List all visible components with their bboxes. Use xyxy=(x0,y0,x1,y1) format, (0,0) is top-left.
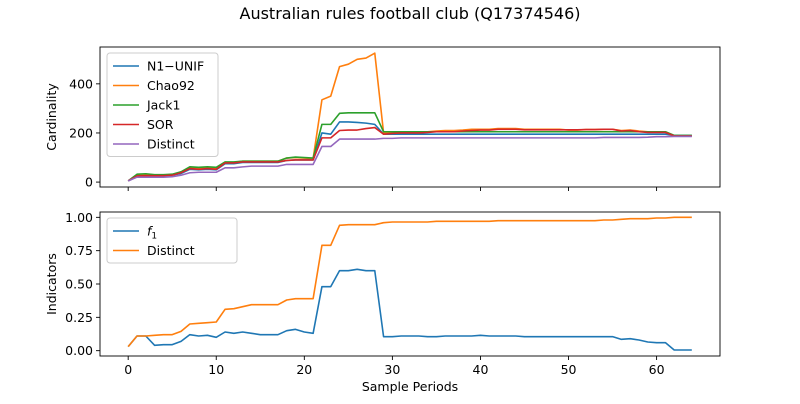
series-line-0 xyxy=(127,268,692,351)
indicators-subplot: 0 10 20 30 40 50 60 0.00 0.25 0.50 0.75 1.00 Indicat… xyxy=(44,210,721,394)
legend-label: Jack1 xyxy=(146,98,180,113)
y-tick-label: 0.50 xyxy=(65,277,93,292)
series-line-3 xyxy=(127,126,692,182)
x-axis-label: Sample Periods xyxy=(362,379,458,394)
series-line-1 xyxy=(127,216,692,348)
legend: N1−UNIF Chao92 Jack1 SOR Distinct xyxy=(106,52,219,157)
x-tick-label: 0 xyxy=(124,362,132,377)
series-line-4 xyxy=(127,135,692,182)
legend-label: SOR xyxy=(147,117,174,132)
x-tick-label: 60 xyxy=(649,362,665,377)
y-tick-label: 0.00 xyxy=(65,343,93,358)
legend-label: f1 xyxy=(147,224,157,242)
y-tick-label: 200 xyxy=(69,125,93,140)
y-axis-label: Indicators xyxy=(44,253,59,315)
legend-label: Distinct xyxy=(147,137,195,152)
figure-title: Australian rules football club (Q1737454… xyxy=(240,4,581,23)
y-tick-label: 400 xyxy=(69,76,93,91)
x-tick-label: 20 xyxy=(296,362,312,377)
legend-label: Chao92 xyxy=(147,78,195,93)
y-tick-label: 1.00 xyxy=(65,210,93,225)
x-tick-label: 40 xyxy=(473,362,489,377)
x-tick-label: 30 xyxy=(384,362,400,377)
legend-label: Distinct xyxy=(147,243,195,258)
x-tick-label: 50 xyxy=(561,362,577,377)
series-line-2 xyxy=(127,112,692,182)
y-tick-label: 0.25 xyxy=(65,310,93,325)
cardinality-subplot: 0 200 400 Cardinality N1−UNIF Chao92 Jack1 SOR D… xyxy=(44,46,721,191)
y-axis-label: Cardinality xyxy=(44,83,59,151)
legend-label: N1−UNIF xyxy=(147,59,204,74)
x-tick-label: 10 xyxy=(208,362,224,377)
y-tick-label: 0 xyxy=(85,175,93,190)
axes-frame xyxy=(99,46,721,188)
legend-box xyxy=(106,217,238,264)
y-tick-label: 0.75 xyxy=(65,243,93,258)
legend-box xyxy=(106,52,219,157)
